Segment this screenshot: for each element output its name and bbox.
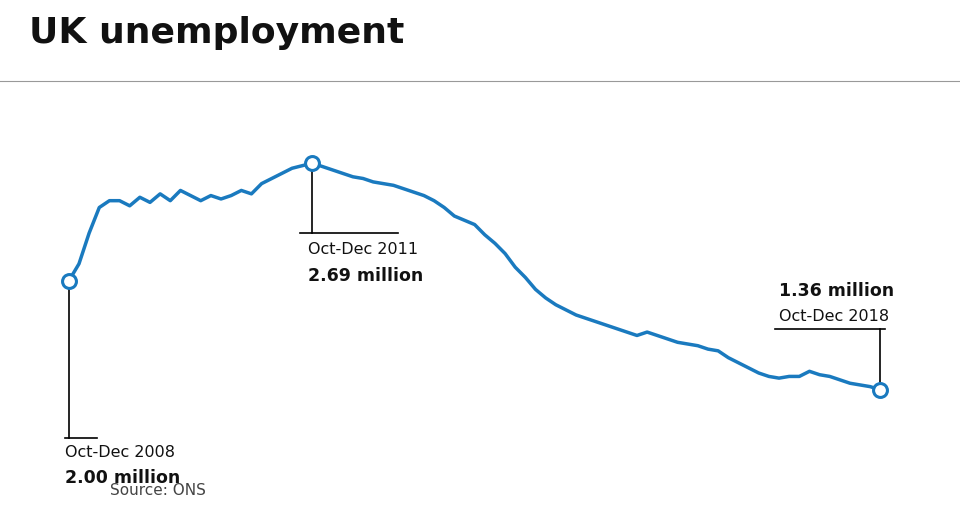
Text: Oct-Dec 2011: Oct-Dec 2011 [308,242,419,257]
Text: 2.69 million: 2.69 million [308,267,423,285]
Text: 1.36 million: 1.36 million [779,281,894,300]
Text: Oct-Dec 2008: Oct-Dec 2008 [64,445,175,460]
Text: UK unemployment: UK unemployment [29,16,404,50]
Text: PA: PA [42,482,68,500]
Text: Source: ONS: Source: ONS [110,484,206,498]
Text: Oct-Dec 2018: Oct-Dec 2018 [779,309,889,323]
Text: 2.00 million: 2.00 million [64,468,180,487]
